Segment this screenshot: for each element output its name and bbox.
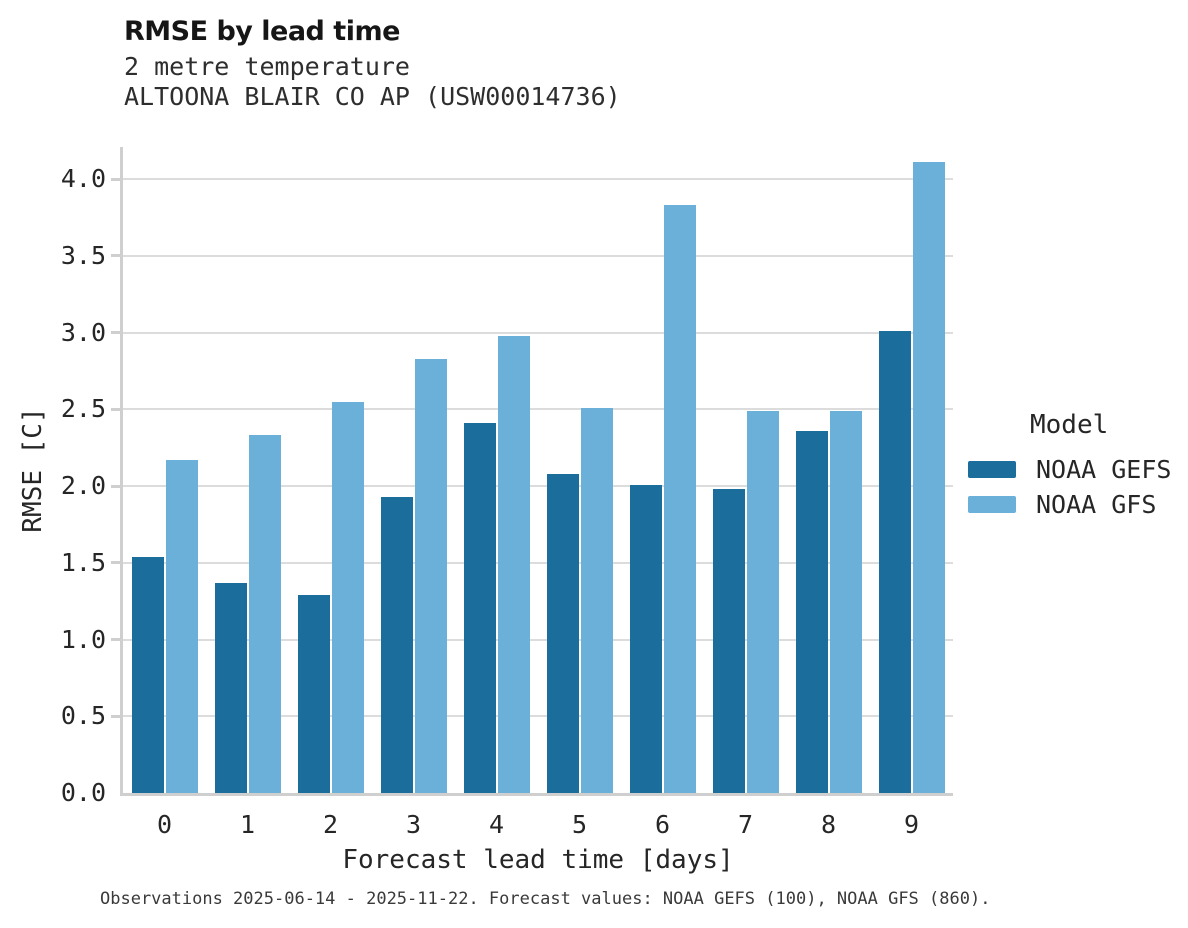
y-axis-tick [111, 638, 120, 642]
x-tick-label: 7 [737, 810, 754, 839]
gridline [123, 638, 953, 641]
x-tick-label: 8 [820, 810, 837, 839]
gridline [123, 561, 953, 564]
y-tick-label: 4.0 [60, 164, 106, 194]
y-tick-label: 0.5 [60, 701, 106, 731]
legend-label-noaa-gefs: NOAA GEFS [1036, 455, 1172, 484]
gridline [123, 715, 953, 718]
legend-row: NOAA GEFS [968, 452, 1171, 487]
gridline [123, 485, 953, 488]
y-axis-tick [111, 331, 120, 335]
legend: Model NOAA GEFS NOAA GFS [968, 410, 1171, 522]
bar-noaa-gefs [463, 423, 496, 793]
y-axis-tick [111, 561, 120, 565]
legend-label-noaa-gfs: NOAA GFS [1036, 490, 1157, 519]
gridline [123, 254, 953, 257]
x-tick-label: 9 [903, 810, 920, 839]
bar-noaa-gfs [746, 410, 779, 793]
bar-noaa-gefs [214, 582, 247, 793]
y-axis-label: RMSE [C] [18, 407, 48, 533]
bar-noaa-gefs [878, 331, 911, 793]
bar-noaa-gefs [380, 496, 413, 793]
chart-subtitle-station: ALTOONA BLAIR CO AP (USW00014736) [124, 82, 621, 111]
bar-noaa-gfs [331, 401, 364, 793]
bar-noaa-gfs [165, 460, 198, 793]
y-tick-label: 2.5 [60, 394, 106, 424]
x-tick-label: 1 [239, 810, 256, 839]
y-tick-label: 3.5 [60, 240, 106, 270]
y-axis-tick [111, 407, 120, 411]
bar-noaa-gfs [829, 410, 862, 793]
bar-noaa-gefs [131, 556, 164, 793]
bar-noaa-gfs [912, 162, 945, 793]
x-tick-label: 0 [156, 810, 173, 839]
chart-title: RMSE by lead time [124, 16, 400, 47]
bar-noaa-gefs [795, 430, 828, 793]
bar-noaa-gfs [663, 205, 696, 793]
legend-swatch-noaa-gfs [968, 496, 1016, 513]
x-tick-label: 6 [654, 810, 671, 839]
plot-area [111, 147, 953, 796]
y-axis-tick [111, 714, 120, 718]
chart-subtitle-variable: 2 metre temperature [124, 52, 410, 81]
gridline [123, 408, 953, 411]
y-axis-tick [111, 484, 120, 488]
y-tick-label: 0.0 [60, 778, 106, 807]
y-tick-label: 1.0 [60, 624, 106, 654]
y-axis-tick [111, 177, 120, 181]
x-axis-label: Forecast lead time [days] [342, 845, 734, 875]
bar-noaa-gefs [297, 595, 330, 793]
legend-row: NOAA GFS [968, 487, 1171, 522]
y-axis-tick [111, 254, 120, 258]
x-tick-label: 3 [405, 810, 422, 839]
bar-noaa-gefs [546, 473, 579, 793]
bar-noaa-gefs [712, 489, 745, 793]
bar-noaa-gfs [580, 407, 613, 793]
legend-swatch-noaa-gefs [968, 461, 1016, 478]
x-tick-label: 5 [571, 810, 588, 839]
x-tick-label: 2 [322, 810, 339, 839]
bar-noaa-gfs [497, 335, 530, 793]
gridline [123, 331, 953, 334]
y-tick-label: 2.0 [60, 471, 106, 501]
gridline [123, 178, 953, 181]
bar-noaa-gfs [248, 435, 281, 793]
legend-title: Model [1030, 410, 1109, 440]
x-tick-label: 4 [488, 810, 505, 839]
y-tick-label: 1.5 [60, 547, 106, 577]
bar-noaa-gefs [629, 484, 662, 793]
y-tick-label: 3.0 [60, 317, 106, 347]
caption: Observations 2025-06-14 - 2025-11-22. Fo… [100, 889, 991, 909]
bar-noaa-gfs [414, 358, 447, 793]
